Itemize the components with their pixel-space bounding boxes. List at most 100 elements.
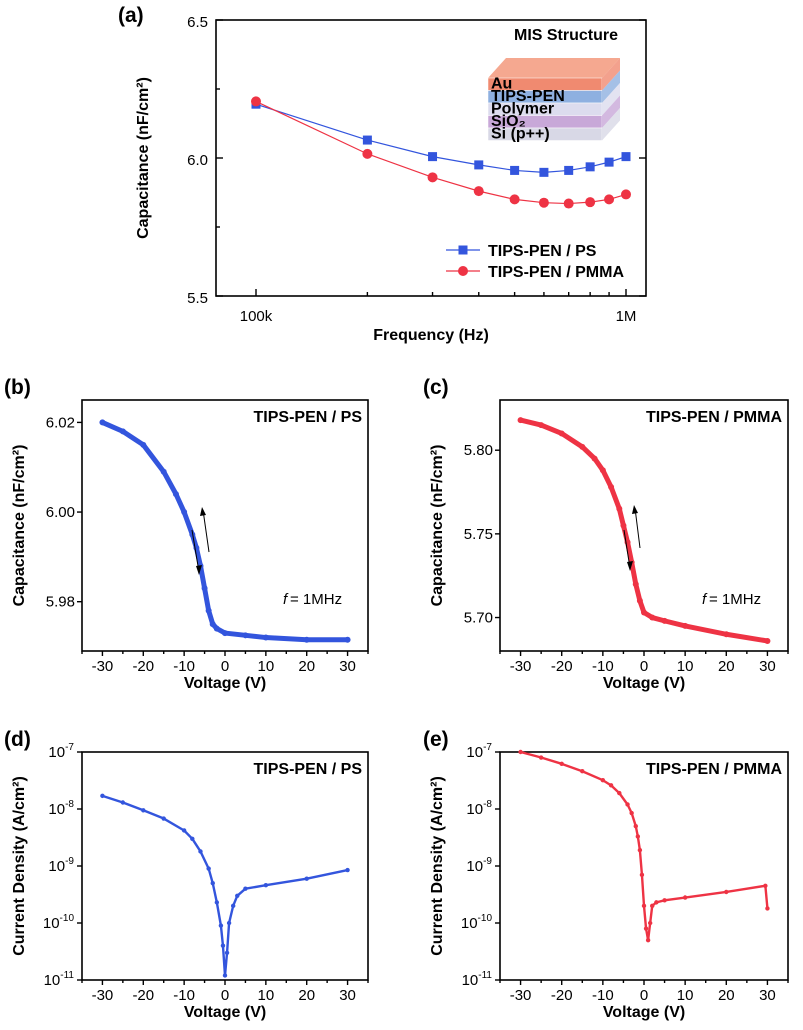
data-point — [230, 903, 236, 909]
data-point — [242, 632, 249, 639]
x-tick-label: -20 — [551, 987, 573, 1004]
data-point — [213, 625, 220, 632]
data-point — [620, 522, 627, 529]
tick-base: 10 — [48, 744, 65, 761]
data-point — [641, 609, 647, 616]
arrow-up — [202, 509, 210, 553]
data-point-circle — [585, 197, 596, 208]
frequency-value: = 1MHz — [290, 591, 342, 608]
data-point — [724, 889, 729, 895]
x-tick-label: -10 — [592, 658, 614, 675]
panel-letter-e: (e) — [423, 728, 449, 751]
data-point — [205, 607, 212, 614]
x-tick-label: -30 — [92, 987, 114, 1004]
data-point-square — [474, 160, 484, 170]
data-point — [209, 621, 216, 628]
panel-letter-a: (a) — [118, 4, 144, 27]
inset-layer-side — [602, 95, 620, 128]
data-point — [763, 883, 768, 888]
data-point — [198, 849, 203, 854]
x-tick-label: -30 — [92, 658, 114, 675]
data-point-square — [539, 167, 549, 177]
y-tick-label: 5.70 — [464, 610, 493, 627]
inset-top-face — [488, 58, 620, 78]
tick-exponent: -11 — [478, 970, 492, 981]
data-point — [639, 872, 645, 878]
data-point — [645, 937, 651, 943]
data-point — [120, 800, 126, 805]
inset-layer-side — [602, 83, 620, 116]
data-point — [172, 491, 179, 498]
data-point — [649, 614, 656, 621]
y-axis-label: Capacitance (nF/cm²) — [429, 445, 446, 607]
plot-frame — [81, 399, 369, 652]
y-tick-label: 5.98 — [46, 594, 75, 611]
data-point-circle — [563, 198, 574, 209]
x-tick-label: -30 — [510, 987, 532, 1004]
y-axis-label: Current Density (A/cm²) — [11, 776, 28, 956]
data-point — [661, 617, 668, 624]
x-tick-label: -10 — [173, 658, 195, 675]
data-point — [647, 920, 653, 926]
legend-label: TIPS-PEN / PMMA — [488, 264, 624, 281]
data-point-circle — [251, 96, 261, 107]
x-tick-label: 20 — [718, 987, 735, 1004]
data-point — [206, 866, 211, 871]
data-point — [559, 761, 564, 767]
data-point — [599, 467, 606, 474]
data-point — [345, 867, 350, 873]
data-point — [600, 778, 606, 783]
data-point — [100, 793, 105, 799]
arrow-down-head — [196, 565, 202, 575]
x-axis-label: Voltage (V) — [184, 675, 266, 692]
tick-base: 10 — [462, 972, 479, 989]
y-tick-label: 10-7 — [48, 742, 74, 761]
tick-base: 10 — [43, 915, 60, 932]
tick-exponent: -9 — [483, 856, 492, 867]
data-point-circle — [538, 197, 549, 208]
tick-exponent: -10 — [60, 913, 75, 924]
data-point — [190, 836, 195, 842]
data-point — [222, 973, 228, 978]
data-point — [344, 636, 351, 643]
tick-exponent: -10 — [478, 913, 493, 924]
data-point-square — [604, 157, 614, 167]
x-axis-label: Voltage (V) — [603, 1004, 685, 1021]
x-tick-label: -20 — [551, 658, 573, 675]
data-point — [303, 636, 310, 643]
arrow-up — [634, 507, 641, 549]
x-tick-label: 0 — [640, 987, 648, 1004]
data-point — [579, 443, 586, 450]
data-point-circle — [509, 194, 520, 205]
tick-exponent: -7 — [483, 742, 492, 753]
data-point — [518, 749, 523, 755]
x-tick-label: -20 — [132, 658, 154, 675]
data-point — [235, 893, 240, 899]
series-line-1 — [255, 100, 627, 205]
data-point — [632, 581, 639, 588]
y-tick-label: 10-9 — [48, 856, 74, 875]
data-point — [160, 468, 167, 475]
data-point-square — [510, 165, 520, 175]
arrow-down — [191, 529, 200, 573]
legend-label: TIPS-PEN / PS — [488, 243, 597, 260]
x-axis-label: Voltage (V) — [603, 675, 685, 692]
y-tick-label: 10-11 — [44, 970, 75, 989]
data-point — [682, 895, 688, 900]
y-tick-label: 10-10 — [461, 913, 493, 932]
tick-exponent: -9 — [65, 856, 74, 867]
tick-base: 10 — [466, 801, 483, 818]
data-point-circle — [621, 189, 631, 200]
data-curve — [519, 750, 769, 942]
data-point — [538, 422, 545, 429]
data-point-square — [585, 162, 595, 172]
x-tick-label: 10 — [677, 658, 694, 675]
data-point-square — [621, 152, 631, 162]
chart-panel-e: Voltage (V) Current Density (A/cm²) -30 -20… — [429, 742, 789, 1021]
data-point — [617, 790, 622, 796]
y-tick-label: 10-8 — [466, 799, 492, 818]
data-point — [224, 950, 230, 956]
y-tick-label: 6.00 — [46, 504, 75, 521]
chart-panel-c: Voltage (V) Capacitance (nF/cm²) -30 -20 -10… — [429, 399, 789, 692]
